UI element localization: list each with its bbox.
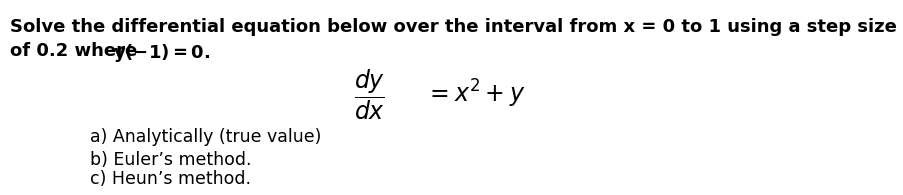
Text: b) Euler’s method.: b) Euler’s method. [90,151,251,169]
Text: a) Analytically (true value): a) Analytically (true value) [90,128,321,146]
Text: of 0.2 where: of 0.2 where [10,42,144,60]
Text: $\mathbf{y(-1) = 0.}$: $\mathbf{y(-1) = 0.}$ [113,42,210,64]
Text: c) Heun’s method.: c) Heun’s method. [90,170,251,188]
Text: $= x^2 + y$: $= x^2 + y$ [424,78,525,110]
Text: Solve the differential equation below over the interval from x = 0 to 1 using a : Solve the differential equation below ov… [10,18,896,36]
Text: $\dfrac{dy}{dx}$: $\dfrac{dy}{dx}$ [354,68,386,122]
